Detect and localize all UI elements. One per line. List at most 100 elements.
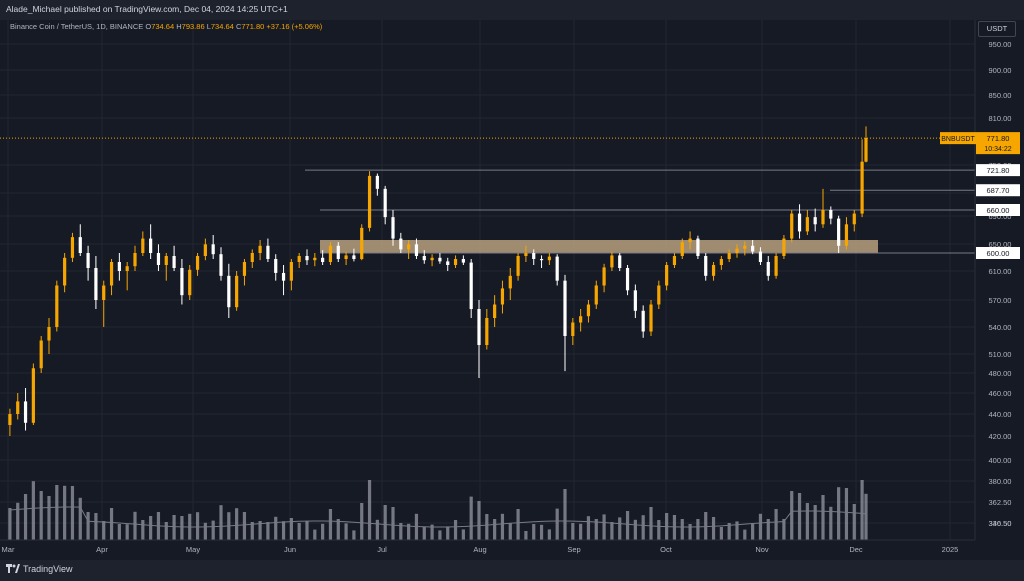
volume-bar <box>837 487 841 540</box>
volume-bar <box>594 519 598 540</box>
volume-bar <box>790 491 794 540</box>
volume-bar <box>109 508 114 540</box>
horizontal-levels <box>0 137 975 254</box>
candle-body <box>633 290 637 311</box>
candle-body <box>735 248 739 253</box>
volume-bar <box>453 520 458 540</box>
candle-body <box>563 280 567 336</box>
volume-bar <box>172 515 176 540</box>
volume-bar <box>383 505 387 540</box>
volume-bar <box>461 529 465 540</box>
price-tick-label: 610.00 <box>989 267 1012 276</box>
candle-body <box>805 217 809 232</box>
price-tick-label: 362.50 <box>989 498 1012 507</box>
currency-selector[interactable]: USDT <box>978 21 1016 37</box>
volume-bar <box>805 503 809 540</box>
volume-bar <box>289 518 293 540</box>
price-tick-label: 540.00 <box>989 323 1012 332</box>
volume-bar <box>680 519 684 540</box>
volume-bar <box>547 529 551 540</box>
candle-body <box>391 217 395 239</box>
candle-body <box>610 255 614 268</box>
candle-body <box>864 138 868 162</box>
price-tick-label: 570.00 <box>989 296 1012 305</box>
candle-body <box>407 244 411 250</box>
volume-bar <box>774 509 778 540</box>
volume-bar <box>493 519 497 540</box>
candle-body <box>461 259 465 263</box>
volume-bar <box>782 519 786 540</box>
open-label: O <box>145 22 152 31</box>
volume-bar <box>360 503 364 540</box>
last-price-value: 771.80 <box>987 134 1010 143</box>
volume-bar <box>8 508 12 540</box>
volume-bar <box>430 524 434 540</box>
volume-bar <box>586 516 591 540</box>
close-label: C <box>235 22 242 31</box>
candle-body <box>188 269 192 296</box>
candle-body <box>711 265 716 276</box>
candle-body <box>235 275 239 308</box>
candle-body <box>485 318 489 345</box>
volume-bar <box>125 524 129 540</box>
volume-bar <box>313 529 317 540</box>
time-tick-label: Dec <box>849 545 863 554</box>
price-tick-label: 900.00 <box>989 66 1012 75</box>
price-tick-label: 810.00 <box>989 114 1012 123</box>
candle-body <box>571 322 575 336</box>
volume-bar <box>485 514 489 540</box>
volume-bar <box>391 507 395 540</box>
volume-bar <box>242 512 247 540</box>
volume-bar <box>47 496 51 540</box>
time-tick-label: Jun <box>284 545 296 554</box>
high-label: H <box>176 22 182 31</box>
candle-body <box>94 268 98 300</box>
brand-name: TradingView <box>23 564 73 574</box>
volume-bar <box>563 489 567 540</box>
volume-bar <box>297 523 301 540</box>
volume-bar <box>117 524 121 540</box>
volume-bar <box>633 519 637 540</box>
candle-body <box>180 268 184 296</box>
price-chart[interactable]: 950.00900.00850.00810.00750.00720.00690.… <box>0 20 1024 560</box>
level-tag <box>976 247 1020 259</box>
time-tick-label: Apr <box>96 545 108 554</box>
candle-body <box>297 256 301 262</box>
volume-bar <box>219 505 223 540</box>
candle-body <box>414 244 419 256</box>
low-label: L <box>206 22 211 31</box>
volume-bar <box>399 523 403 540</box>
volume-bar <box>657 520 661 540</box>
candle-body <box>727 253 731 259</box>
time-tick-label: May <box>186 545 200 554</box>
candle-body <box>532 253 536 259</box>
candle-body <box>141 238 145 253</box>
candle-body <box>344 255 348 259</box>
candles <box>8 126 868 436</box>
time-tick-label: Jul <box>377 545 387 554</box>
close-value: 771.80 <box>241 22 265 31</box>
candle-body <box>422 256 426 261</box>
low-value: 734.64 <box>210 22 234 31</box>
volume-bar <box>328 509 333 540</box>
candle-body <box>23 401 28 423</box>
volume-bar <box>797 493 802 540</box>
price-tick-label: 850.00 <box>989 91 1012 100</box>
volume-bar <box>758 513 763 540</box>
candle-body <box>274 259 278 273</box>
volume-bar <box>102 521 106 540</box>
support-zone <box>320 240 878 253</box>
footer-bar <box>0 560 1024 581</box>
last-price-tag <box>976 132 1020 155</box>
time-tick-label: Oct <box>660 545 673 554</box>
candle-body <box>758 251 763 262</box>
tradingview-brand[interactable]: TradingView <box>6 564 73 574</box>
candle-body <box>360 227 364 259</box>
price-tick-label: 480.00 <box>989 369 1012 378</box>
price-tick-label: 380.00 <box>989 477 1012 486</box>
candle-body <box>649 304 653 332</box>
volume-bar <box>164 522 168 540</box>
candle-body <box>821 210 825 225</box>
volume-bar <box>86 512 90 540</box>
candle-body <box>328 245 333 262</box>
